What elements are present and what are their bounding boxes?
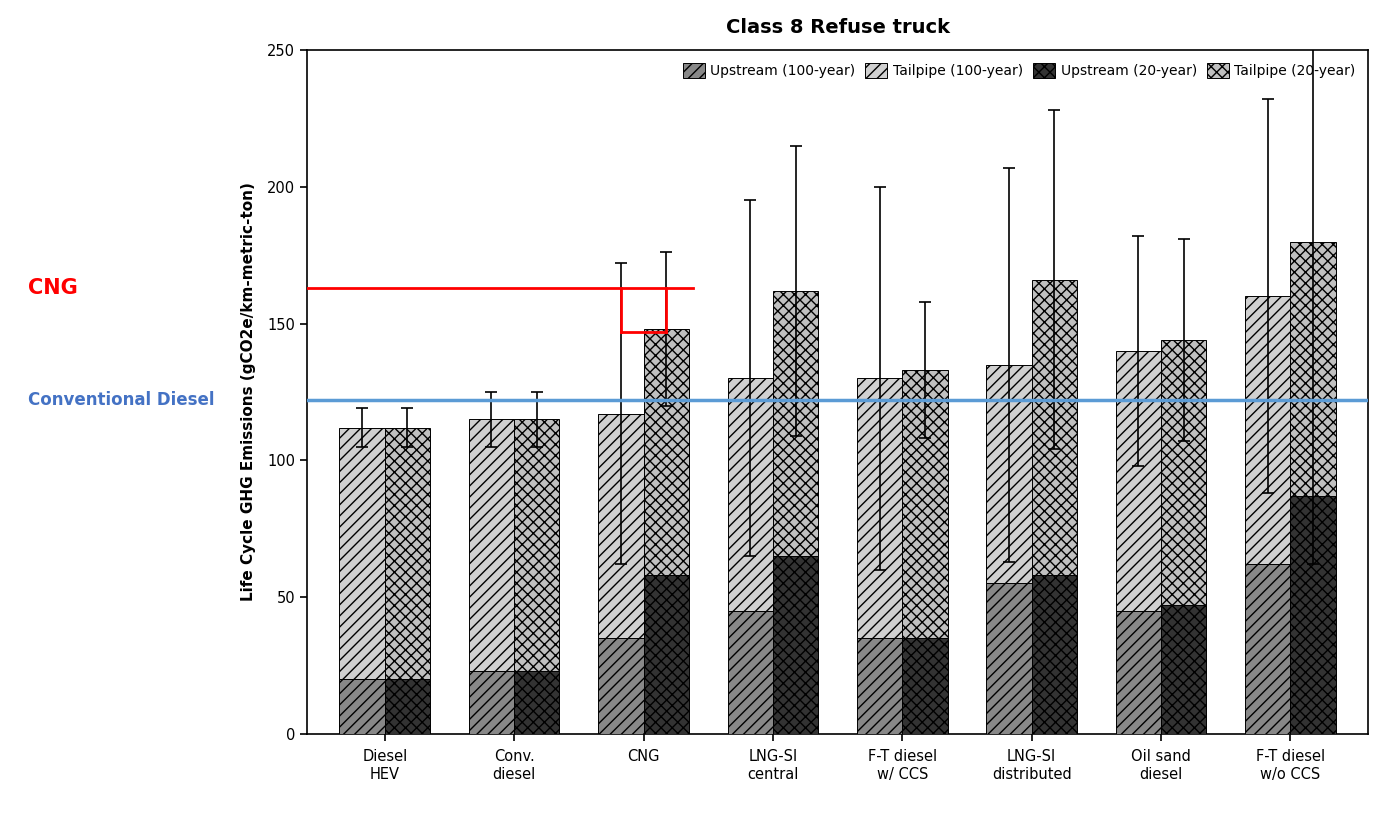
Bar (1032, 280, 1076, 575)
Bar (599, 414, 644, 638)
Bar (469, 420, 514, 671)
Bar (339, 428, 385, 679)
Title: Class 8 Refuse truck: Class 8 Refuse truck (726, 18, 949, 38)
Bar (1290, 242, 1336, 496)
Legend: Upstream (100-year), Tailpipe (100-year), Upstream (20-year), Tailpipe (20-year): Upstream (100-year), Tailpipe (100-year)… (677, 57, 1361, 83)
Bar (727, 379, 773, 610)
Bar (1290, 496, 1336, 734)
Y-axis label: Life Cycle GHG Emissions (gCO2e/km-metric-ton): Life Cycle GHG Emissions (gCO2e/km-metri… (242, 183, 255, 601)
Bar (902, 370, 948, 638)
Bar (514, 420, 560, 671)
Bar (1161, 340, 1206, 605)
Bar (1161, 605, 1206, 734)
Bar (857, 379, 902, 638)
Bar (1245, 296, 1290, 565)
Bar (1115, 351, 1161, 610)
Bar (1115, 610, 1161, 734)
Bar (902, 638, 948, 734)
Bar (339, 679, 385, 734)
Bar (644, 329, 688, 575)
Bar (599, 638, 644, 734)
Bar (857, 638, 902, 734)
Bar (385, 679, 430, 734)
Bar (385, 428, 430, 679)
Text: Conventional Diesel: Conventional Diesel (28, 391, 215, 409)
Bar (987, 584, 1032, 734)
Bar (469, 671, 514, 734)
Text: CNG: CNG (28, 278, 78, 298)
Bar (987, 364, 1032, 584)
Bar (773, 291, 818, 556)
Bar (1245, 565, 1290, 734)
Bar (514, 671, 560, 734)
Bar (773, 556, 818, 734)
Bar (644, 575, 688, 734)
Bar (727, 610, 773, 734)
Bar (1032, 575, 1076, 734)
